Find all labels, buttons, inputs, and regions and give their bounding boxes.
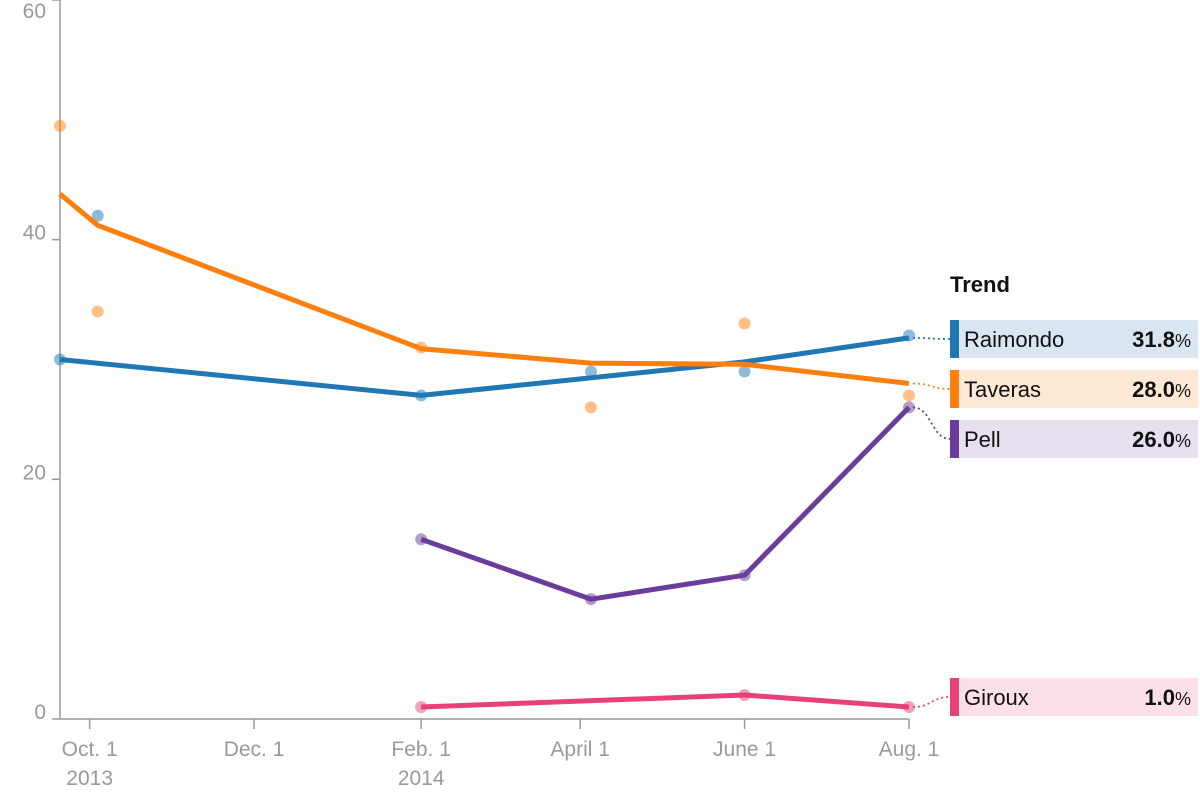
legend-row-bg bbox=[950, 370, 1198, 408]
legend-name: Pell bbox=[964, 427, 1001, 452]
x-tick-year-label: 2013 bbox=[66, 767, 113, 790]
x-tick-label: Dec. 1 bbox=[224, 738, 285, 761]
legend-value-number: 28.0 bbox=[1132, 377, 1175, 402]
legend-value: 31.8% bbox=[1132, 327, 1191, 352]
legend-swatch bbox=[950, 370, 959, 408]
trend-line-giroux bbox=[421, 692, 910, 710]
legend-value-number: 26.0 bbox=[1132, 427, 1175, 452]
legend-swatch bbox=[950, 320, 959, 358]
legend-value-unit: % bbox=[1175, 381, 1191, 401]
legend-row-raimondo: Raimondo 31.8% bbox=[912, 320, 1198, 358]
data-point bbox=[738, 365, 751, 378]
legend-row-pell: Pell 26.0% bbox=[912, 406, 1198, 458]
legend-row-bg bbox=[950, 678, 1198, 716]
legend-row-bg bbox=[950, 420, 1198, 458]
data-point bbox=[91, 209, 104, 222]
x-tick-label: Aug. 1 bbox=[879, 738, 940, 761]
data-point bbox=[91, 305, 104, 318]
trend-line-pell bbox=[420, 405, 911, 602]
legend-value-unit: % bbox=[1175, 689, 1191, 709]
legend: Trend Raimondo 31.8% Taveras 28.0% Pell 26.0%… bbox=[912, 272, 1198, 716]
data-point bbox=[415, 701, 428, 714]
data-point bbox=[738, 317, 751, 330]
legend-connector bbox=[912, 406, 951, 440]
data-point bbox=[584, 365, 597, 378]
x-tick-label: April 1 bbox=[550, 738, 610, 761]
legend-name: Giroux bbox=[964, 685, 1029, 710]
data-point bbox=[54, 119, 66, 132]
series-pell bbox=[415, 401, 915, 606]
legend-value: 1.0% bbox=[1144, 685, 1191, 710]
legend-value-unit: % bbox=[1175, 431, 1191, 451]
legend-connector bbox=[912, 382, 951, 390]
legend-row-taveras: Taveras 28.0% bbox=[912, 370, 1198, 408]
legend-value-unit: % bbox=[1175, 331, 1191, 351]
legend-swatch bbox=[950, 420, 959, 458]
legend-connector bbox=[912, 337, 951, 340]
y-tick-label: 60 bbox=[23, 0, 46, 23]
legend-value: 28.0% bbox=[1132, 377, 1191, 402]
legend-swatch bbox=[950, 678, 959, 716]
legend-value-number: 1.0 bbox=[1144, 685, 1175, 710]
series-layer bbox=[54, 119, 915, 714]
legend-name: Raimondo bbox=[964, 327, 1064, 352]
legend-title: Trend bbox=[950, 272, 1010, 297]
legend-row-giroux: Giroux 1.0% bbox=[912, 678, 1198, 716]
legend-connector bbox=[912, 696, 951, 708]
axes: 0 20 40 60 Oct. 1 2013 Dec. 1 Feb. 1 2014 April 1… bbox=[23, 0, 940, 790]
y-tick-label: 0 bbox=[34, 701, 46, 724]
legend-value: 26.0% bbox=[1132, 427, 1191, 452]
legend-value-number: 31.8 bbox=[1132, 327, 1175, 352]
trend-line-raimondo bbox=[59, 335, 910, 398]
x-tick-label: Oct. 1 bbox=[62, 738, 118, 761]
y-tick-label: 40 bbox=[23, 222, 46, 245]
x-tick-year-label: 2014 bbox=[398, 767, 445, 790]
data-point bbox=[903, 389, 915, 402]
y-tick-label: 20 bbox=[23, 461, 46, 484]
x-tick-label: Feb. 1 bbox=[391, 738, 451, 761]
legend-name: Taveras bbox=[964, 377, 1041, 402]
data-point bbox=[584, 401, 597, 414]
trend-line-taveras bbox=[58, 192, 910, 386]
x-tick-label: June 1 bbox=[713, 738, 776, 761]
legend-row-bg bbox=[950, 320, 1198, 358]
data-point bbox=[903, 701, 915, 714]
